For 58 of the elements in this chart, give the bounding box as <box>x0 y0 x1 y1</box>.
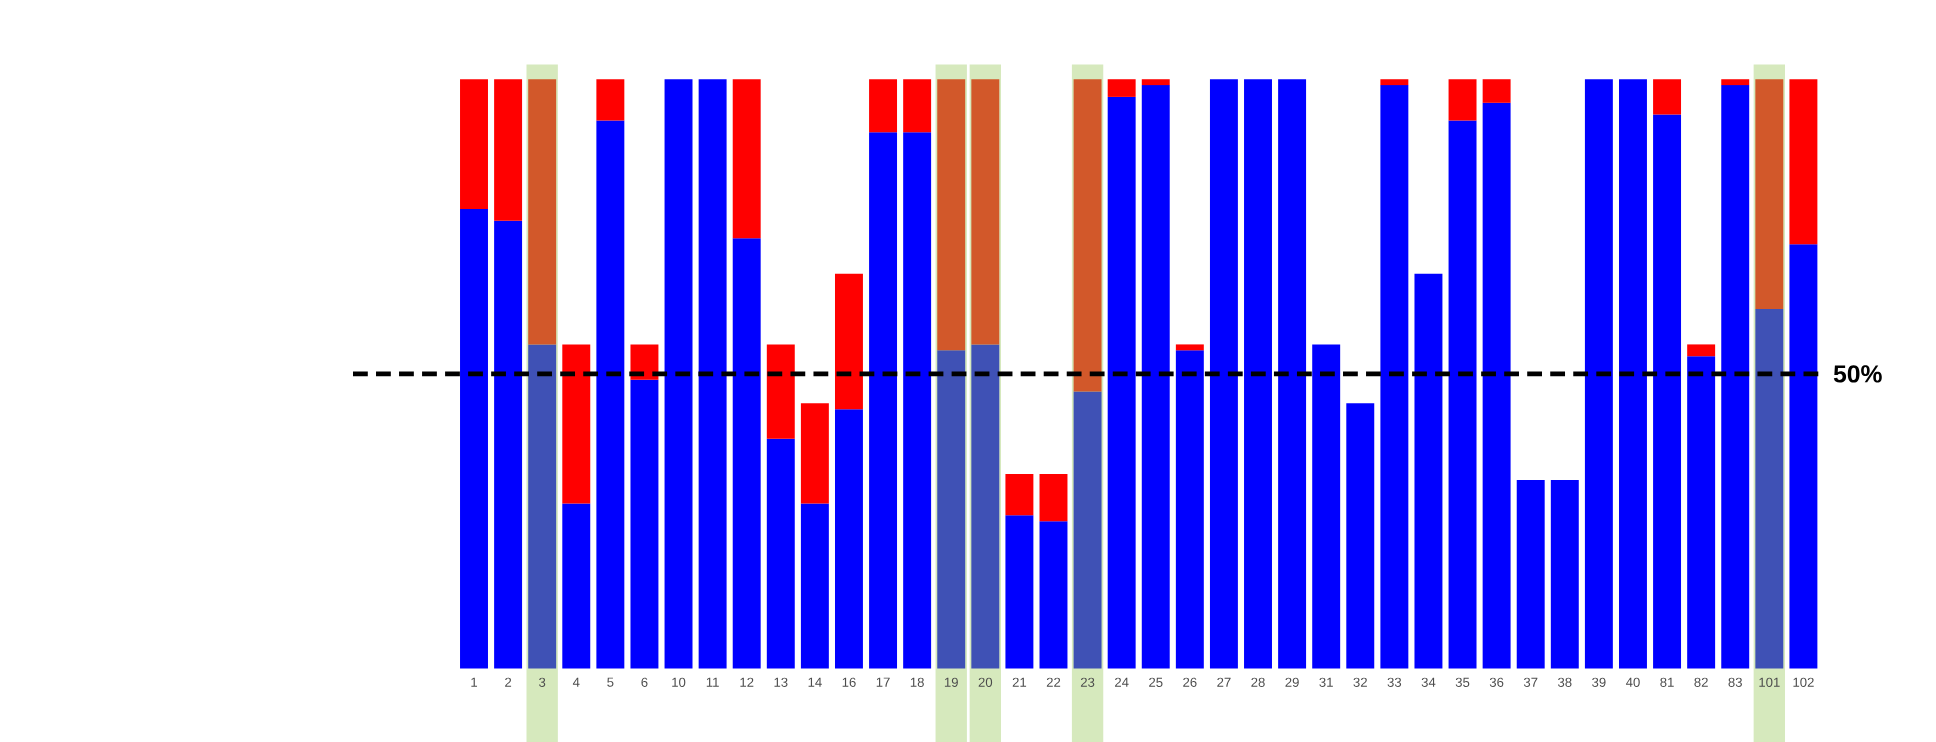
bar <box>596 120 625 669</box>
bar <box>1482 102 1511 669</box>
bar <box>834 273 863 409</box>
bar <box>1141 84 1170 669</box>
bar <box>1482 78 1511 103</box>
bar <box>1175 344 1204 350</box>
bar <box>1380 84 1409 669</box>
bar <box>869 131 898 669</box>
bar <box>1278 78 1307 669</box>
bar <box>1653 114 1682 669</box>
bar <box>1789 243 1818 669</box>
bar <box>1584 78 1613 669</box>
bar <box>664 78 693 669</box>
bar <box>1244 78 1272 669</box>
bar <box>1209 78 1238 669</box>
bar <box>1175 349 1204 669</box>
bar <box>766 344 795 439</box>
bar <box>1721 78 1750 85</box>
bar <box>562 503 591 669</box>
bar <box>903 131 932 669</box>
bar <box>1448 78 1477 121</box>
bar <box>1550 479 1579 669</box>
bar <box>596 78 625 121</box>
bar <box>800 402 829 504</box>
bar <box>1653 78 1682 115</box>
bar <box>1380 78 1409 85</box>
bar <box>460 78 488 209</box>
bar <box>1005 473 1034 515</box>
bar <box>698 78 727 669</box>
bar <box>903 78 932 132</box>
bar <box>1687 344 1716 356</box>
bar <box>1619 78 1647 669</box>
bar <box>1687 355 1716 669</box>
bar <box>1141 78 1170 85</box>
bar <box>460 208 488 669</box>
bar <box>494 220 523 669</box>
bar <box>494 78 523 221</box>
bar <box>1346 402 1375 669</box>
bar <box>562 344 591 504</box>
bar <box>800 503 829 669</box>
bar <box>869 78 898 132</box>
bar <box>1448 120 1477 669</box>
bar <box>1107 78 1136 97</box>
bar <box>1721 84 1750 669</box>
bar <box>732 237 761 669</box>
bar <box>1039 473 1068 521</box>
bar <box>1107 96 1136 669</box>
ref-line-label: 50% <box>1833 364 1882 383</box>
bar <box>1039 520 1068 669</box>
bar <box>834 408 863 669</box>
bar <box>766 438 795 669</box>
bar <box>630 379 659 669</box>
bar <box>732 78 761 238</box>
bar <box>1312 344 1341 669</box>
bar <box>1414 273 1443 669</box>
bar <box>1789 78 1818 244</box>
bar <box>1516 479 1545 669</box>
bar <box>1005 514 1034 669</box>
